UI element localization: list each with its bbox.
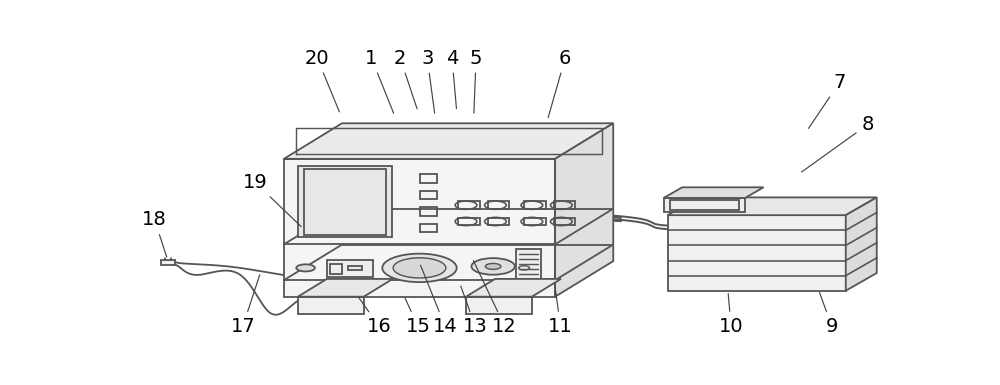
Text: 15: 15 <box>405 298 430 336</box>
Bar <box>554 218 575 225</box>
Bar <box>161 259 175 265</box>
Text: 8: 8 <box>802 115 874 172</box>
Bar <box>330 264 342 275</box>
Text: 14: 14 <box>421 265 457 336</box>
Bar <box>458 218 480 225</box>
Circle shape <box>296 264 315 271</box>
Circle shape <box>485 263 501 270</box>
Polygon shape <box>668 198 877 215</box>
Bar <box>458 201 480 209</box>
Bar <box>326 259 373 277</box>
Polygon shape <box>555 123 613 297</box>
Bar <box>420 174 437 182</box>
Text: 2: 2 <box>394 49 417 109</box>
Text: 16: 16 <box>359 298 392 336</box>
Text: 10: 10 <box>719 293 743 336</box>
Bar <box>524 201 546 209</box>
Bar <box>304 169 386 234</box>
Bar <box>668 215 846 291</box>
Bar <box>420 191 437 199</box>
Text: 9: 9 <box>820 293 838 336</box>
Bar <box>664 198 745 212</box>
Text: 19: 19 <box>243 173 301 227</box>
Bar <box>488 218 509 225</box>
Bar <box>670 200 739 210</box>
Polygon shape <box>846 198 877 291</box>
Text: 18: 18 <box>142 210 167 257</box>
Bar <box>348 266 362 270</box>
Bar <box>524 218 546 225</box>
Bar <box>516 249 541 289</box>
Bar <box>420 207 437 216</box>
Polygon shape <box>298 279 393 297</box>
Text: 3: 3 <box>421 49 435 113</box>
Text: 13: 13 <box>461 286 488 336</box>
Bar <box>298 166 392 237</box>
Polygon shape <box>284 123 613 159</box>
Text: 7: 7 <box>809 73 846 128</box>
Circle shape <box>382 254 457 282</box>
Text: 20: 20 <box>305 49 339 112</box>
Bar <box>284 159 555 297</box>
Bar <box>298 297 364 315</box>
Text: 11: 11 <box>548 291 573 336</box>
Circle shape <box>471 258 515 275</box>
Text: 4: 4 <box>446 49 458 109</box>
Text: 1: 1 <box>365 49 394 113</box>
Text: 12: 12 <box>473 261 517 336</box>
Circle shape <box>393 258 446 278</box>
Bar <box>488 201 509 209</box>
Polygon shape <box>664 187 764 198</box>
Text: 5: 5 <box>470 49 482 113</box>
Text: 6: 6 <box>548 49 571 118</box>
Polygon shape <box>466 279 561 297</box>
Bar <box>420 224 437 232</box>
Bar <box>554 201 575 209</box>
Text: 17: 17 <box>230 275 260 336</box>
Bar <box>466 297 532 315</box>
